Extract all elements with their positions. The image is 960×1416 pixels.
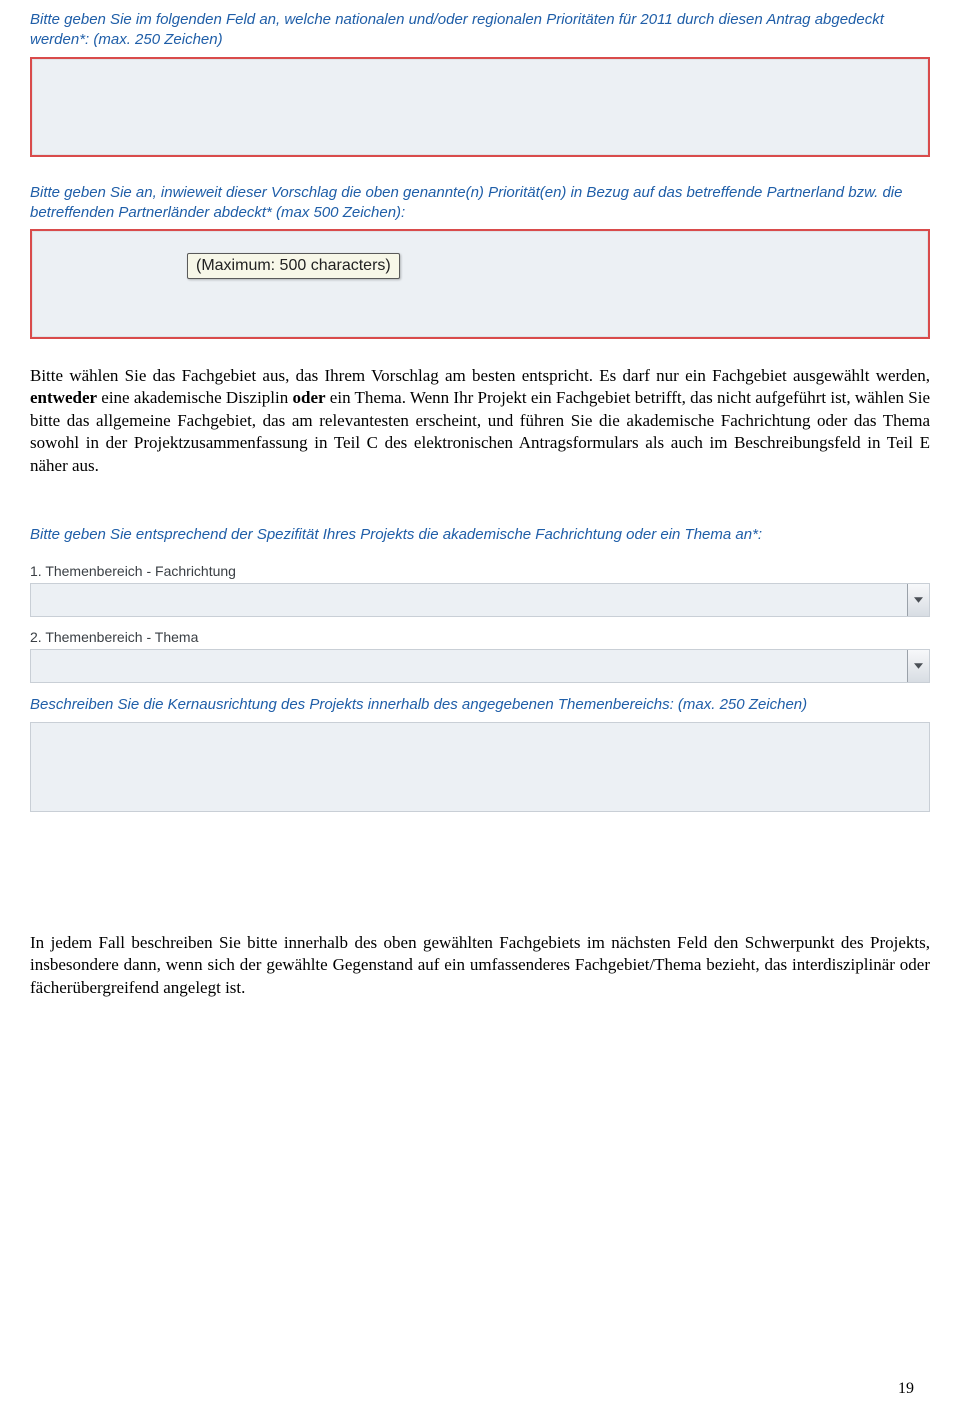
chevron-down-icon[interactable] [907, 650, 929, 682]
para1-b: entweder [30, 388, 97, 407]
proposal-coverage-textarea[interactable]: (Maximum: 500 characters) [30, 229, 930, 339]
para1-c: eine akademische Disziplin [97, 388, 292, 407]
proposal-coverage-label: Bitte geben Sie an, inwieweit dieser Vor… [30, 183, 930, 224]
char-limit-tooltip: (Maximum: 500 characters) [187, 253, 400, 279]
page-number: 19 [898, 1380, 914, 1398]
chevron-down-icon[interactable] [907, 584, 929, 616]
para1-d: oder [293, 388, 326, 407]
theme-topic-value [31, 650, 907, 682]
theme-topic-select[interactable] [30, 649, 930, 683]
subject-spec-label: Bitte geben Sie entsprechend der Spezifi… [30, 525, 930, 545]
theme-discipline-select[interactable] [30, 583, 930, 617]
theme-topic-label: 2. Themenbereich - Thema [30, 629, 930, 645]
core-focus-textarea[interactable] [30, 722, 930, 812]
instruction-paragraph-1: Bitte wählen Sie das Fachgebiet aus, das… [30, 365, 930, 477]
para1-a: Bitte wählen Sie das Fachgebiet aus, das… [30, 366, 930, 385]
priorities-textarea[interactable] [30, 57, 930, 157]
instruction-paragraph-2: In jedem Fall beschreiben Sie bitte inne… [30, 932, 930, 999]
theme-discipline-value [31, 584, 907, 616]
priorities-label: Bitte geben Sie im folgenden Feld an, we… [30, 10, 930, 51]
theme-discipline-label: 1. Themenbereich - Fachrichtung [30, 563, 930, 579]
core-focus-label: Beschreiben Sie die Kernausrichtung des … [30, 695, 930, 715]
